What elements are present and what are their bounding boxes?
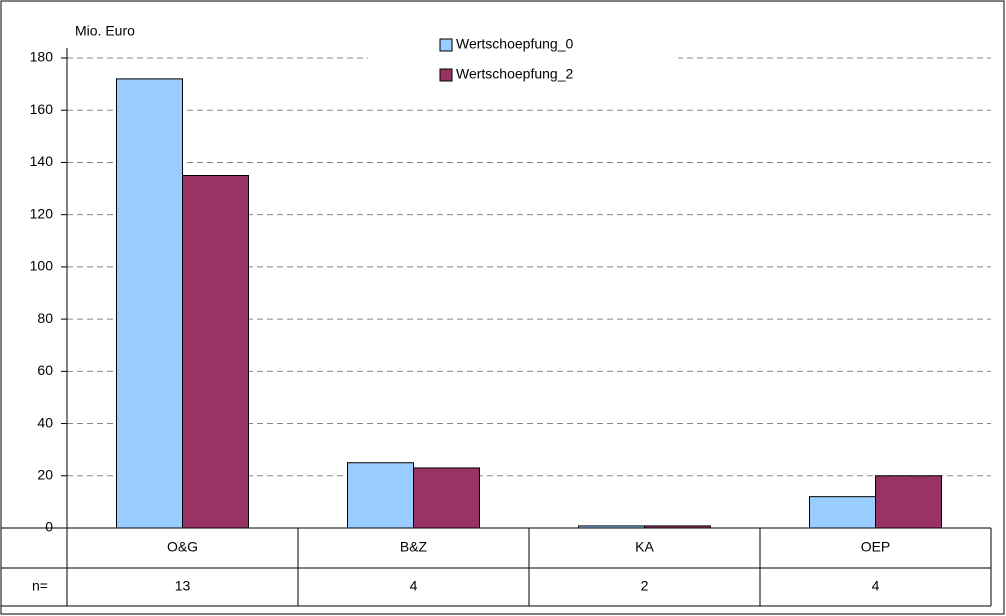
n-value: 4: [410, 578, 418, 594]
y-tick-label: 120: [30, 205, 54, 221]
n-value: 2: [641, 578, 649, 594]
bar: [578, 525, 645, 529]
table-row-label: n=: [32, 578, 48, 594]
y-tick-label: 100: [30, 258, 54, 274]
x-tick-label: KA: [635, 539, 654, 555]
y-tick-label: 180: [30, 49, 54, 65]
bar: [347, 462, 414, 529]
bar: [644, 525, 711, 529]
y-tick-label: 40: [37, 414, 53, 430]
legend-box: [368, 28, 678, 90]
x-tick-label: OEP: [861, 539, 891, 555]
y-tick-label: 60: [37, 362, 53, 378]
x-tick-label: B&Z: [400, 539, 428, 555]
bar: [116, 78, 183, 529]
y-tick-label: 80: [37, 310, 53, 326]
legend-label: Wertschoepfung_2: [456, 66, 573, 82]
legend-swatch: [439, 68, 453, 82]
y-tick-label: 0: [45, 519, 53, 535]
legend-label: Wertschoepfung_0: [456, 36, 573, 52]
bar: [875, 475, 942, 529]
bar: [809, 496, 876, 529]
y-tick-label: 20: [37, 466, 53, 482]
bar: [413, 467, 480, 529]
bar: [182, 175, 249, 529]
n-value: 4: [872, 578, 880, 594]
y-axis-label: Mio. Euro: [75, 23, 135, 39]
legend-swatch: [439, 38, 453, 52]
n-value: 13: [175, 578, 191, 594]
y-tick-label: 160: [30, 101, 54, 117]
x-tick-label: O&G: [167, 539, 198, 555]
y-tick-label: 140: [30, 153, 54, 169]
